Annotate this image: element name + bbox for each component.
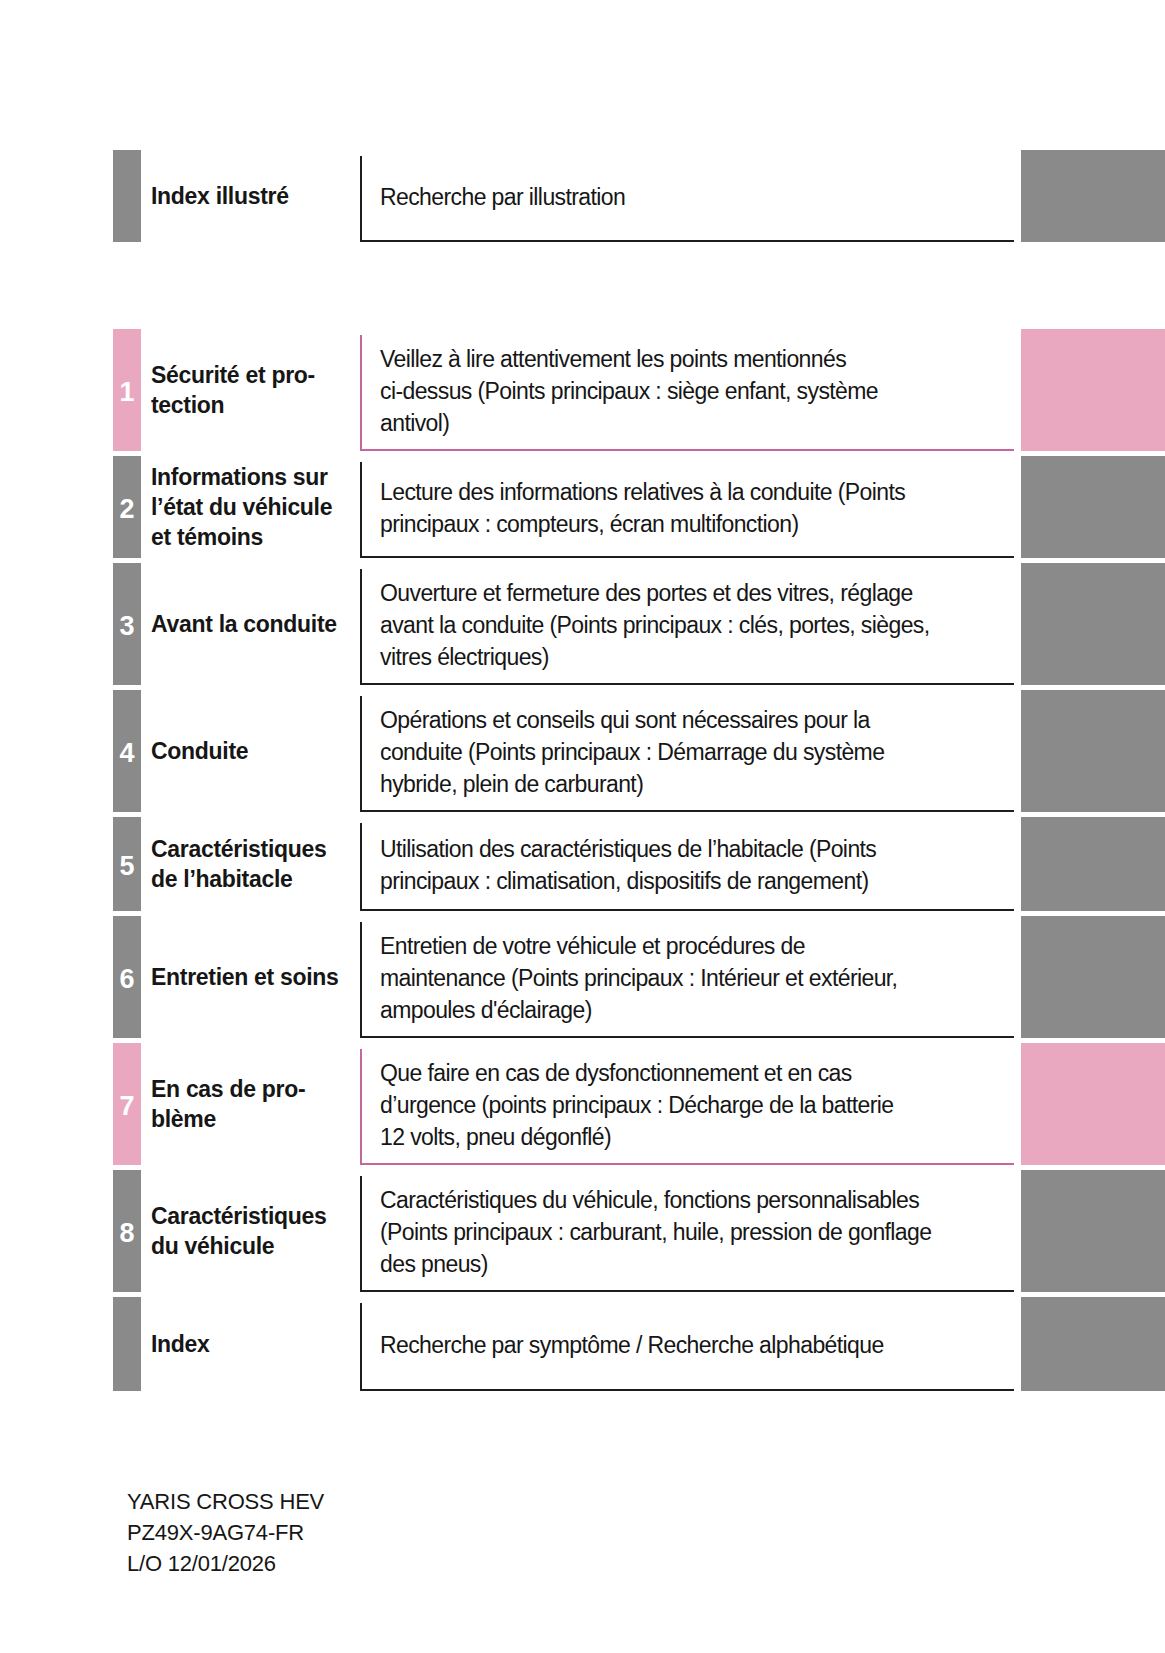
section-tab-left: 7 — [113, 1043, 141, 1165]
section-tab-left: 4 — [113, 690, 141, 812]
section-description-box: Que faire en cas de dysfonctionnement et… — [360, 1049, 1014, 1165]
section-tab-right — [1021, 916, 1165, 1038]
section-tab-left: 6 — [113, 916, 141, 1038]
section-label: Entretien et soins — [141, 916, 360, 1038]
toc-row: 8 Caractéristiques du véhicule Caractéri… — [113, 1170, 1165, 1292]
section-label: Avant la conduite — [141, 563, 360, 685]
section-description-box: Utilisation des caractéristiques de l’ha… — [360, 823, 1014, 911]
section-number: 8 — [119, 1216, 134, 1247]
toc-top-section: Index illustré Recherche par illustratio… — [113, 150, 1165, 242]
section-tab-left: 2 — [113, 456, 141, 558]
section-label: Caractéristiques de l’habitacle — [141, 817, 360, 911]
section-tab-left: 8 — [113, 1170, 141, 1292]
footer-part-number: PZ49X-9AG74-FR — [127, 1517, 324, 1548]
section-description: Veillez à lire attentivement les points … — [380, 343, 878, 439]
section-label: Index — [141, 1297, 360, 1391]
toc-row: 1 Sécurité et pro- tection Veillez à lir… — [113, 329, 1165, 451]
section-label: Caractéristiques du véhicule — [141, 1170, 360, 1292]
section-description-box: Lecture des informations relatives à la … — [360, 462, 1014, 558]
section-label: Conduite — [141, 690, 360, 812]
table-of-contents: Index illustré Recherche par illustratio… — [113, 150, 1165, 1391]
section-label: Index illustré — [141, 150, 360, 242]
section-number: 7 — [119, 1089, 134, 1120]
section-description-box: Recherche par illustration — [360, 156, 1014, 242]
footer-layout-date: L/O 12/01/2026 — [127, 1548, 324, 1579]
section-tab-right — [1021, 329, 1165, 451]
section-description-box: Entretien de votre véhicule et procédure… — [360, 922, 1014, 1038]
section-tab-right — [1021, 1297, 1165, 1391]
section-tab-right — [1021, 456, 1165, 558]
section-description: Utilisation des caractéristiques de l’ha… — [380, 833, 876, 897]
section-tab-right — [1021, 1043, 1165, 1165]
section-number: 4 — [119, 736, 134, 767]
section-tab-left: 3 — [113, 563, 141, 685]
page-footer: YARIS CROSS HEV PZ49X-9AG74-FR L/O 12/01… — [127, 1486, 324, 1579]
section-description: Que faire en cas de dysfonctionnement et… — [380, 1057, 894, 1153]
manual-toc-page: Index illustré Recherche par illustratio… — [0, 0, 1165, 1653]
section-description-box: Recherche par symptôme / Recherche alpha… — [360, 1303, 1014, 1391]
section-tab-left: 5 — [113, 817, 141, 911]
section-label: Informations sur l’état du véhicule et t… — [141, 456, 360, 558]
toc-main-sections: 1 Sécurité et pro- tection Veillez à lir… — [113, 329, 1165, 1391]
section-tab-right — [1021, 1170, 1165, 1292]
section-tab-right — [1021, 817, 1165, 911]
toc-row: 3 Avant la conduite Ouverture et fermetu… — [113, 563, 1165, 685]
section-number: 3 — [119, 609, 134, 640]
section-label: En cas de pro- blème — [141, 1043, 360, 1165]
toc-row: 2 Informations sur l’état du véhicule et… — [113, 456, 1165, 558]
toc-row: Index illustré Recherche par illustratio… — [113, 150, 1165, 242]
toc-row: 5 Caractéristiques de l’habitacle Utilis… — [113, 817, 1165, 911]
toc-row: Index Recherche par symptôme / Recherche… — [113, 1297, 1165, 1391]
footer-model: YARIS CROSS HEV — [127, 1486, 324, 1517]
section-number: 6 — [119, 962, 134, 993]
toc-row: 6 Entretien et soins Entretien de votre … — [113, 916, 1165, 1038]
section-description: Caractéristiques du véhicule, fonctions … — [380, 1184, 931, 1280]
section-tab-left — [113, 1297, 141, 1391]
section-label: Sécurité et pro- tection — [141, 329, 360, 451]
section-description: Recherche par illustration — [380, 181, 625, 213]
section-number: 1 — [119, 375, 134, 406]
section-tab-right — [1021, 150, 1165, 242]
section-description: Entretien de votre véhicule et procédure… — [380, 930, 897, 1026]
section-description-box: Caractéristiques du véhicule, fonctions … — [360, 1176, 1014, 1292]
section-description: Ouverture et fermeture des portes et des… — [380, 577, 930, 673]
section-number: 5 — [119, 849, 134, 880]
section-description-box: Opérations et conseils qui sont nécessai… — [360, 696, 1014, 812]
section-tab-left — [113, 150, 141, 242]
section-description: Opérations et conseils qui sont nécessai… — [380, 704, 884, 800]
section-description-box: Ouverture et fermeture des portes et des… — [360, 569, 1014, 685]
section-description-box: Veillez à lire attentivement les points … — [360, 335, 1014, 451]
toc-row: 7 En cas de pro- blème Que faire en cas … — [113, 1043, 1165, 1165]
toc-row: 4 Conduite Opérations et conseils qui so… — [113, 690, 1165, 812]
section-tab-left: 1 — [113, 329, 141, 451]
section-description: Lecture des informations relatives à la … — [380, 476, 905, 540]
section-tab-right — [1021, 690, 1165, 812]
section-description: Recherche par symptôme / Recherche alpha… — [380, 1329, 884, 1361]
section-number: 2 — [119, 492, 134, 523]
section-tab-right — [1021, 563, 1165, 685]
